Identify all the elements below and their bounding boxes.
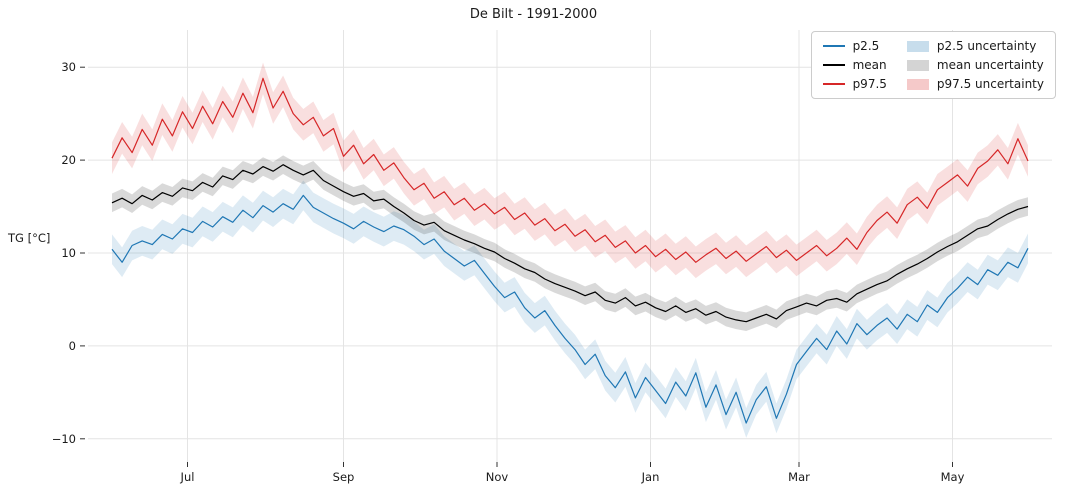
legend-label: p97.5 uncertainty [936,77,1044,91]
legend-item-p97.5-uncertainty: p97.5 uncertainty [906,77,1044,91]
x-tick-label: Jan [641,470,660,484]
x-tick-label: Mar [788,470,810,484]
legend-line-swatch-p2.5 [822,45,845,47]
legend-item-p97.5: p97.5 [822,77,887,91]
x-tick-label: Jul [180,470,195,484]
y-tick-label: 20 [61,153,76,167]
x-tick-label: Nov [486,470,509,484]
legend-item-mean: mean [822,58,887,72]
legend-column-lines: p2.5 mean p97.5 [822,39,887,91]
series-line-p97.5 [111,77,1029,263]
legend-column-uncertainty: p2.5 uncertainty mean uncertainty p97.5 … [906,39,1044,91]
series-band-p97.5 [112,62,1028,279]
legend-line-swatch-mean [822,64,845,66]
legend-patch-swatch-p97.5-uncertainty [906,78,929,90]
series-line-mean [111,164,1029,323]
legend-patch-swatch-mean-uncertainty [906,59,929,71]
legend-item-mean-uncertainty: mean uncertainty [906,58,1044,72]
legend-item-p2.5: p2.5 [822,39,887,53]
y-tick-label: 30 [61,60,76,74]
legend-line-swatch-p97.5 [822,83,845,85]
legend-label: p2.5 [852,39,880,53]
legend-patch-swatch-p2.5-uncertainty [906,40,929,52]
chart-title: De Bilt - 1991-2000 [469,7,598,22]
y-tick-label: −10 [52,432,76,446]
y-axis-label: TG [°C] [8,231,51,245]
y-tick-label: 0 [69,339,76,353]
x-tick-label: May [941,470,965,484]
series-line-p2.5 [111,194,1029,424]
y-tick-label: 10 [61,246,76,260]
legend-label: p2.5 uncertainty [936,39,1037,53]
x-tick-label: Sep [333,470,355,484]
legend-label: mean [852,58,887,72]
legend: p2.5 mean p97.5 p2.5 uncertainty mean un… [810,31,1056,99]
legend-label: mean uncertainty [936,58,1044,72]
series-band-p2.5 [112,180,1028,438]
series-band-mean [112,155,1028,331]
legend-item-p2.5-uncertainty: p2.5 uncertainty [906,39,1044,53]
legend-label: p97.5 [852,77,887,91]
